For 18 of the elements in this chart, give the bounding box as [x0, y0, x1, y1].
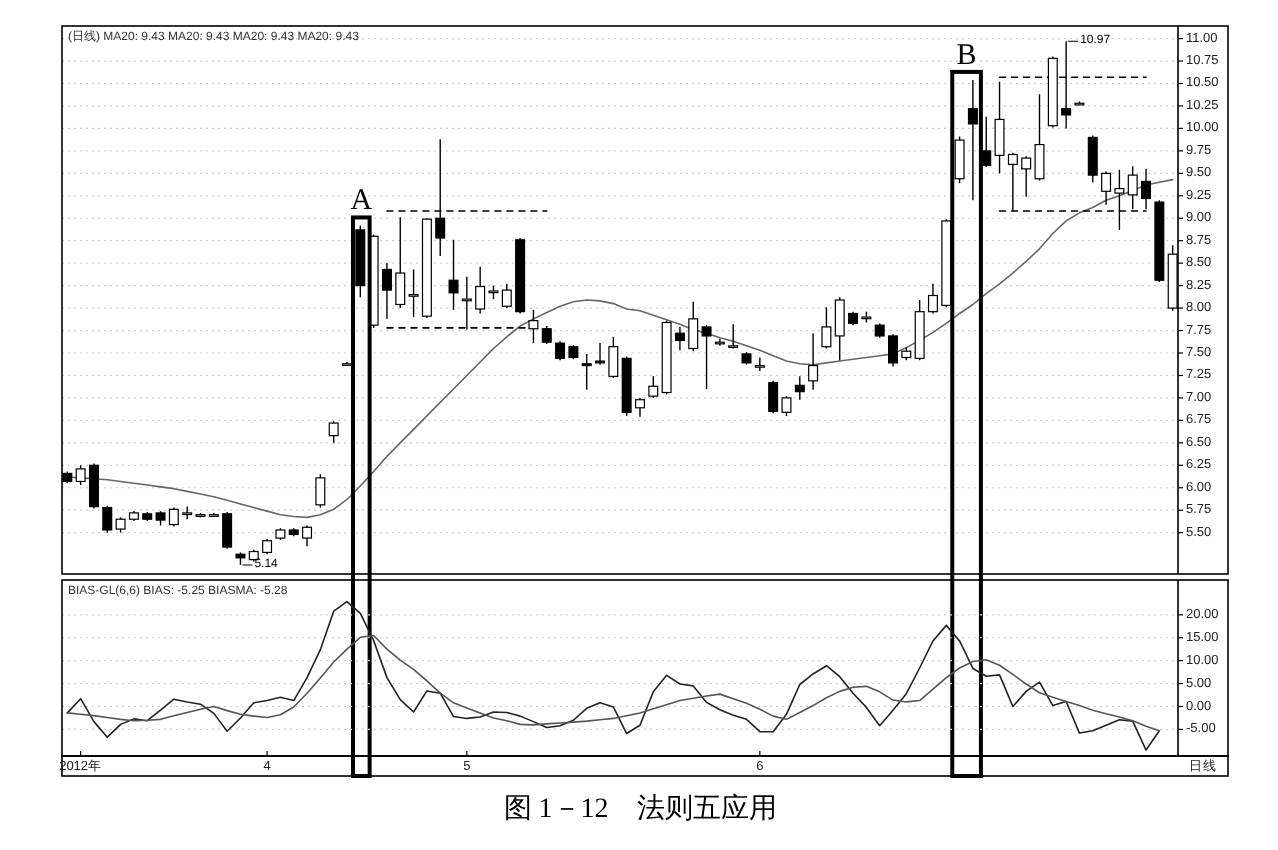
candlestick — [954, 135, 965, 184]
candlestick — [754, 356, 765, 372]
candlestick — [328, 420, 339, 444]
line-series — [66, 600, 1161, 751]
line-series — [66, 634, 1161, 732]
candlestick — [794, 375, 805, 401]
candlestick — [821, 306, 832, 350]
candlestick — [315, 473, 326, 509]
annotation: B — [956, 39, 977, 72]
candlestick — [967, 79, 978, 201]
caption: 图 1－12 法则五应用 — [503, 793, 777, 825]
candlestick — [648, 375, 659, 399]
candlestick — [448, 239, 459, 311]
candlestick — [728, 323, 739, 350]
candlestick — [808, 332, 819, 391]
candlestick — [102, 505, 113, 534]
annotation: A — [350, 185, 373, 218]
candlestick — [701, 324, 712, 390]
